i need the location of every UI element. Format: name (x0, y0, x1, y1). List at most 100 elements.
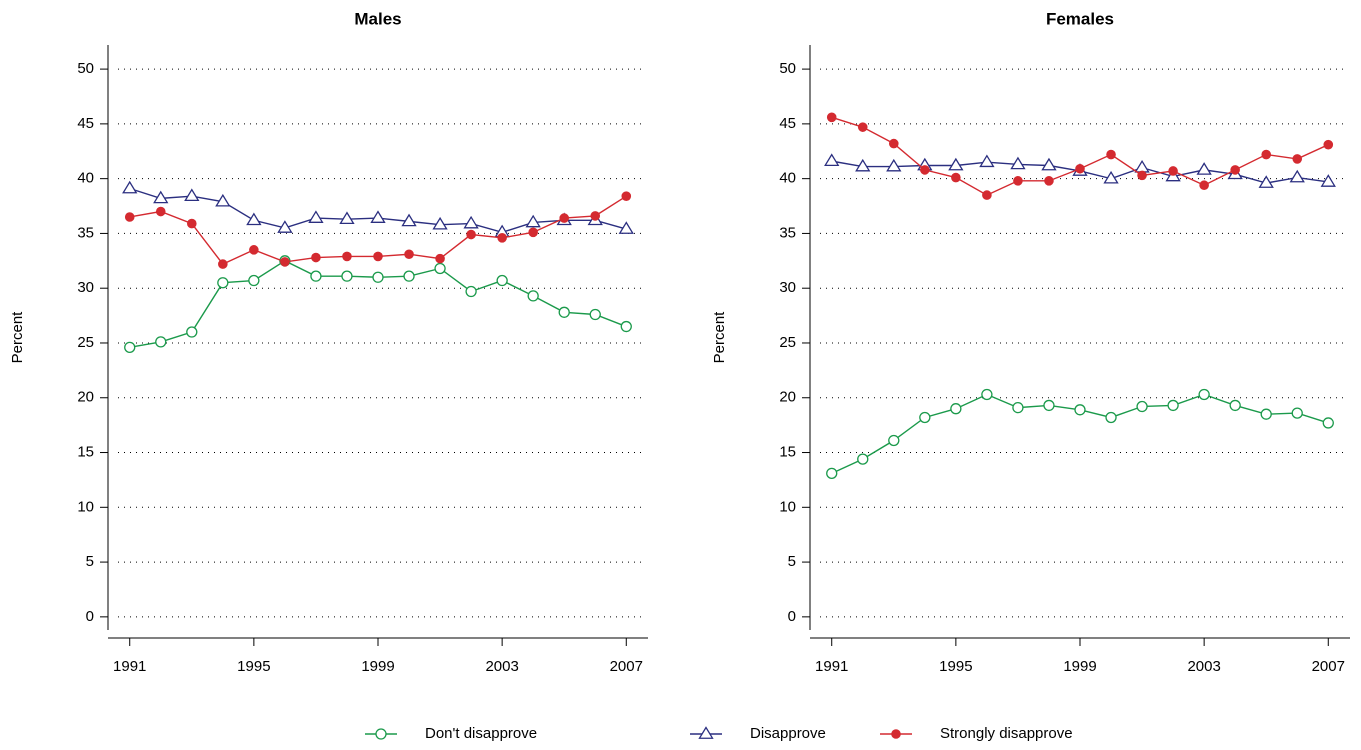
point (1043, 399, 1055, 412)
point (1103, 170, 1119, 184)
point (589, 308, 601, 321)
point (528, 227, 538, 238)
point (496, 274, 508, 287)
legend-label: Strongly disapprove (940, 725, 1073, 742)
point (981, 388, 993, 401)
x-tick-label: 2003 (1187, 658, 1220, 675)
point (1320, 174, 1336, 187)
point (1199, 180, 1209, 191)
point (311, 252, 321, 263)
y-tick-label: 45 (779, 115, 796, 132)
y-tick-label: 45 (77, 115, 94, 132)
point (527, 290, 539, 302)
y-tick-label: 25 (77, 334, 94, 351)
point (1322, 417, 1334, 429)
panel-title: Females (1046, 9, 1114, 28)
point (463, 215, 479, 229)
point (1136, 400, 1148, 413)
point (620, 320, 632, 333)
x-tick-label: 1995 (237, 658, 270, 675)
point (339, 211, 355, 225)
point (497, 233, 507, 243)
legend-marker (698, 726, 714, 739)
point (1013, 176, 1023, 186)
point (1196, 162, 1212, 175)
point (920, 165, 930, 175)
point (618, 221, 634, 234)
y-tick-label: 10 (779, 498, 796, 515)
x-tick-label: 2007 (610, 658, 643, 675)
y-tick-label: 15 (77, 443, 94, 460)
point (1105, 411, 1117, 424)
point (826, 112, 837, 123)
point (1074, 404, 1086, 416)
point (186, 326, 198, 338)
point (1106, 149, 1116, 160)
point (826, 467, 838, 479)
point (1260, 408, 1272, 420)
point (1258, 175, 1274, 188)
y-tick-label: 50 (77, 60, 94, 77)
x-tick-label: 1991 (113, 658, 146, 675)
point (1229, 399, 1241, 412)
point (919, 411, 931, 424)
series-line (831, 116, 1329, 196)
y-tick-label: 5 (788, 553, 796, 570)
x-tick-label: 1991 (815, 658, 848, 675)
point (404, 249, 414, 260)
panel-title: Males (354, 9, 401, 28)
point (1010, 156, 1026, 170)
point (1289, 169, 1305, 183)
point (246, 212, 262, 226)
point (1134, 159, 1150, 173)
point (525, 214, 541, 228)
point (1075, 163, 1085, 174)
point (308, 210, 324, 223)
point (590, 211, 601, 221)
y-tick-label: 30 (779, 279, 796, 296)
point (215, 193, 231, 207)
y-tick-label: 10 (77, 498, 94, 515)
point (1230, 165, 1240, 175)
point (310, 270, 322, 282)
point (218, 259, 228, 269)
y-tick-label: 0 (788, 608, 796, 625)
y-tick-label: 15 (779, 443, 796, 460)
point (401, 213, 417, 227)
x-tick-label: 1995 (939, 658, 972, 675)
point (621, 191, 632, 201)
legend-marker (375, 728, 387, 740)
y-tick-label: 40 (779, 170, 796, 187)
point (403, 270, 415, 282)
y-tick-label: 0 (86, 608, 94, 625)
y-tick-label: 25 (779, 334, 796, 351)
point (435, 253, 445, 264)
point (186, 218, 197, 229)
y-tick-label: 30 (77, 279, 94, 296)
point (1168, 166, 1178, 176)
point (122, 180, 138, 194)
legend-label: Disapprove (750, 725, 826, 742)
y-tick-label: 35 (779, 224, 796, 241)
legend-label: Don't disapprove (425, 725, 537, 742)
point (373, 251, 383, 262)
point (888, 138, 899, 149)
point (886, 158, 902, 172)
y-tick-label: 35 (77, 224, 94, 241)
point (277, 220, 293, 233)
point (372, 271, 384, 283)
point (824, 153, 840, 166)
point (432, 216, 448, 230)
y-tick-label: 20 (77, 389, 94, 406)
point (341, 270, 353, 282)
point (951, 172, 961, 183)
point (855, 158, 871, 172)
point (1044, 176, 1054, 186)
point (155, 206, 166, 217)
x-tick-label: 2003 (485, 658, 518, 675)
y-tick-label: 20 (779, 389, 796, 406)
point (124, 212, 135, 222)
point (155, 336, 167, 348)
x-tick-label: 1999 (361, 658, 394, 675)
